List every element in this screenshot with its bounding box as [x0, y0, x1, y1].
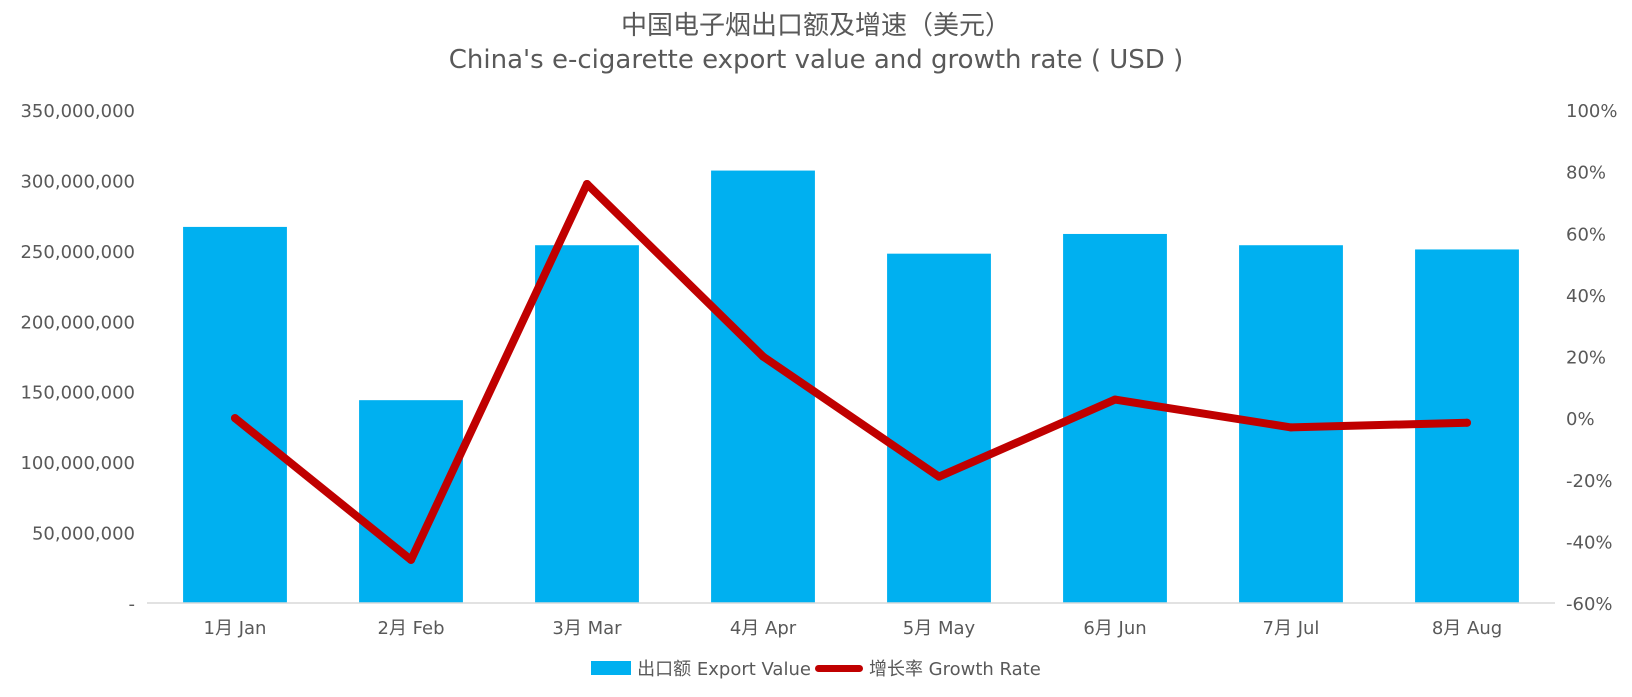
bar-export-value [535, 245, 639, 604]
x-tick-label: 8月 Aug [1432, 618, 1502, 639]
y-left-tick-label: - [129, 594, 136, 615]
legend: 出口额 Export Value 增长率 Growth Rate [0, 655, 1632, 681]
y-left-tick-label: 150,000,000 [20, 383, 135, 404]
point-growth-rate [583, 179, 591, 188]
line-growth-rate [231, 180, 1471, 564]
point-growth-rate [1463, 418, 1471, 427]
point-growth-rate [407, 555, 415, 564]
y-left-tick-label: 300,000,000 [20, 171, 135, 192]
legend-item-growth-rate: 增长率 Growth Rate [814, 655, 1041, 681]
y-right-tick-label: -20% [1566, 471, 1613, 492]
bar-export-value [711, 170, 815, 603]
bar-export-value [887, 253, 991, 603]
chart-title: 中国电子烟出口额及增速（美元） [620, 11, 1011, 41]
legend-label-growth-rate: 增长率 Growth Rate [868, 659, 1041, 680]
y-right-tick-label: -60% [1566, 594, 1613, 615]
x-tick-label: 7月 Jul [1263, 618, 1320, 639]
legend-swatch-bar [591, 661, 632, 675]
y-right-tick-label: 100% [1566, 101, 1617, 122]
x-tick-label: 6月 Jun [1083, 618, 1146, 639]
y-left-tick-label: 250,000,000 [20, 242, 135, 263]
y-left-tick-label: 50,000,000 [32, 524, 135, 545]
y-left-tick-label: 100,000,000 [20, 453, 135, 474]
legend-item-export-value: 出口额 Export Value [591, 655, 811, 681]
chart-subtitle: China's e-cigarette export value and gro… [448, 45, 1184, 75]
x-tick-label: 2月 Feb [377, 618, 444, 639]
legend-label-export-value: 出口额 Export Value [637, 659, 811, 680]
y-right-tick-label: 0% [1566, 409, 1595, 430]
point-growth-rate [1287, 423, 1295, 432]
y-right-tick-label: 40% [1566, 286, 1606, 307]
point-growth-rate [231, 414, 239, 423]
legend-swatch-line [814, 664, 863, 672]
y-left-tick-label: 200,000,000 [20, 312, 135, 333]
x-tick-label: 1月 Jan [204, 618, 267, 639]
bar-export-value [359, 400, 463, 603]
y-right-tick-label: 80% [1566, 163, 1606, 184]
x-tick-label: 5月 May [903, 618, 976, 639]
y-right-tick-label: -40% [1566, 532, 1613, 553]
y-left-tick-label: 350,000,000 [20, 101, 135, 122]
x-tick-label: 4月 Apr [730, 618, 797, 639]
y-right-tick-label: 20% [1566, 348, 1606, 369]
point-growth-rate [1111, 395, 1119, 404]
x-tick-label: 3月 Mar [552, 618, 622, 639]
y-right-tick-label: 60% [1566, 224, 1606, 245]
point-growth-rate [935, 472, 943, 481]
point-growth-rate [759, 352, 767, 361]
